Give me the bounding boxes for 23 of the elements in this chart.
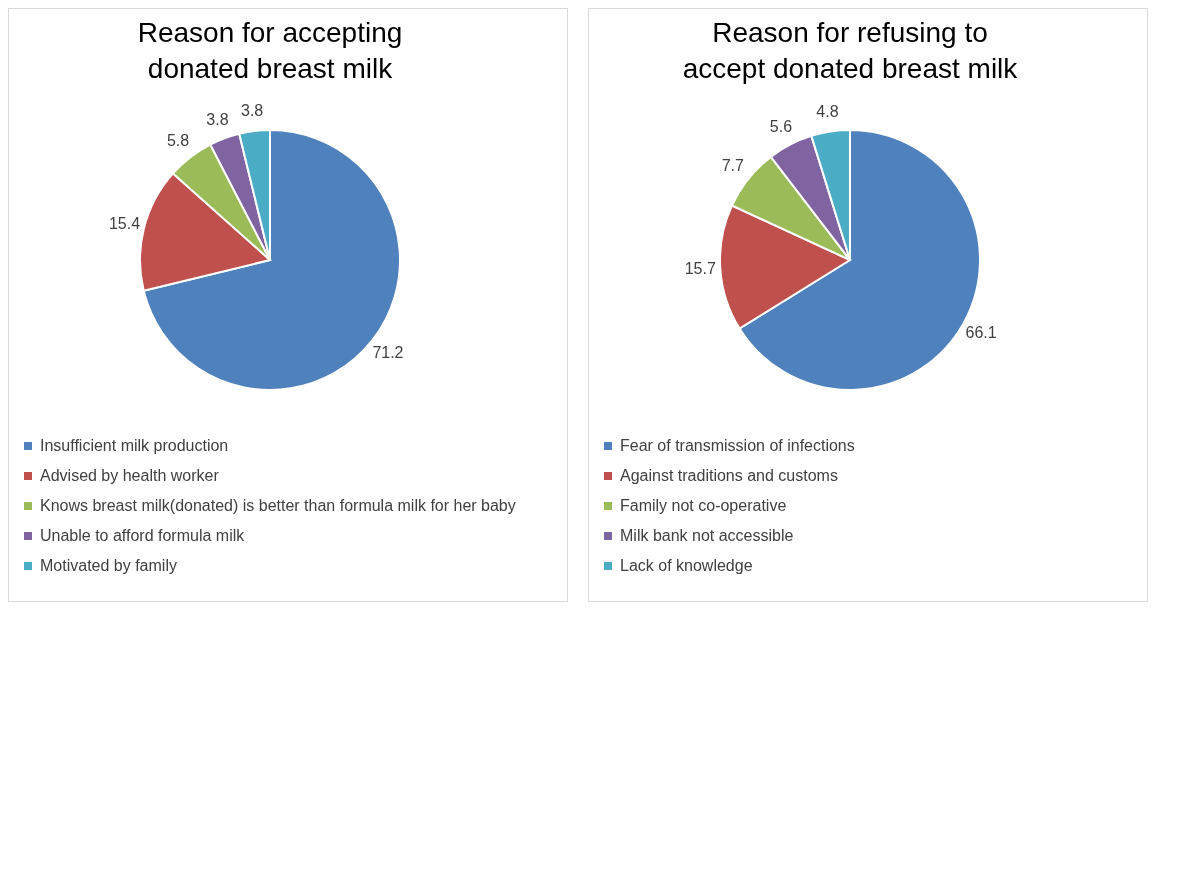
data-label: 15.4 — [108, 214, 141, 232]
legend-label: Knows breast milk(donated) is better than formula milk for her baby — [40, 497, 516, 514]
data-label: 71.2 — [372, 343, 404, 361]
text: Reason for accepting donated breast milk — [137, 17, 403, 84]
data-label: 3.8 — [206, 110, 229, 128]
legend-label: Insufficient milk production — [40, 437, 229, 454]
legend-label: Fear of transmission of infections — [620, 437, 855, 454]
data-label: 5.6 — [769, 117, 793, 135]
chart-title: Reason for refusing to accept donated breast milk — [682, 17, 1019, 84]
legend-label: Advised by health worker — [40, 467, 220, 484]
legend-label: Motivated by family — [40, 557, 177, 574]
legend-label: Family not co-operative — [620, 497, 787, 514]
data-label: 7.7 — [721, 157, 745, 175]
legend-label: Unable to afford formula milk — [40, 527, 246, 544]
legend-label: Milk bank not accessible — [620, 527, 794, 544]
legend-label: Lack of knowledge — [620, 557, 753, 574]
legend-label: Against traditions and customs — [620, 467, 838, 484]
data-label: 3.8 — [241, 102, 264, 120]
data-label: 66.1 — [965, 323, 997, 341]
data-label: 5.8 — [166, 132, 190, 150]
data-label: 15.7 — [684, 260, 716, 278]
data-label: 4.8 — [816, 102, 839, 120]
pie-slice — [142, 129, 401, 391]
